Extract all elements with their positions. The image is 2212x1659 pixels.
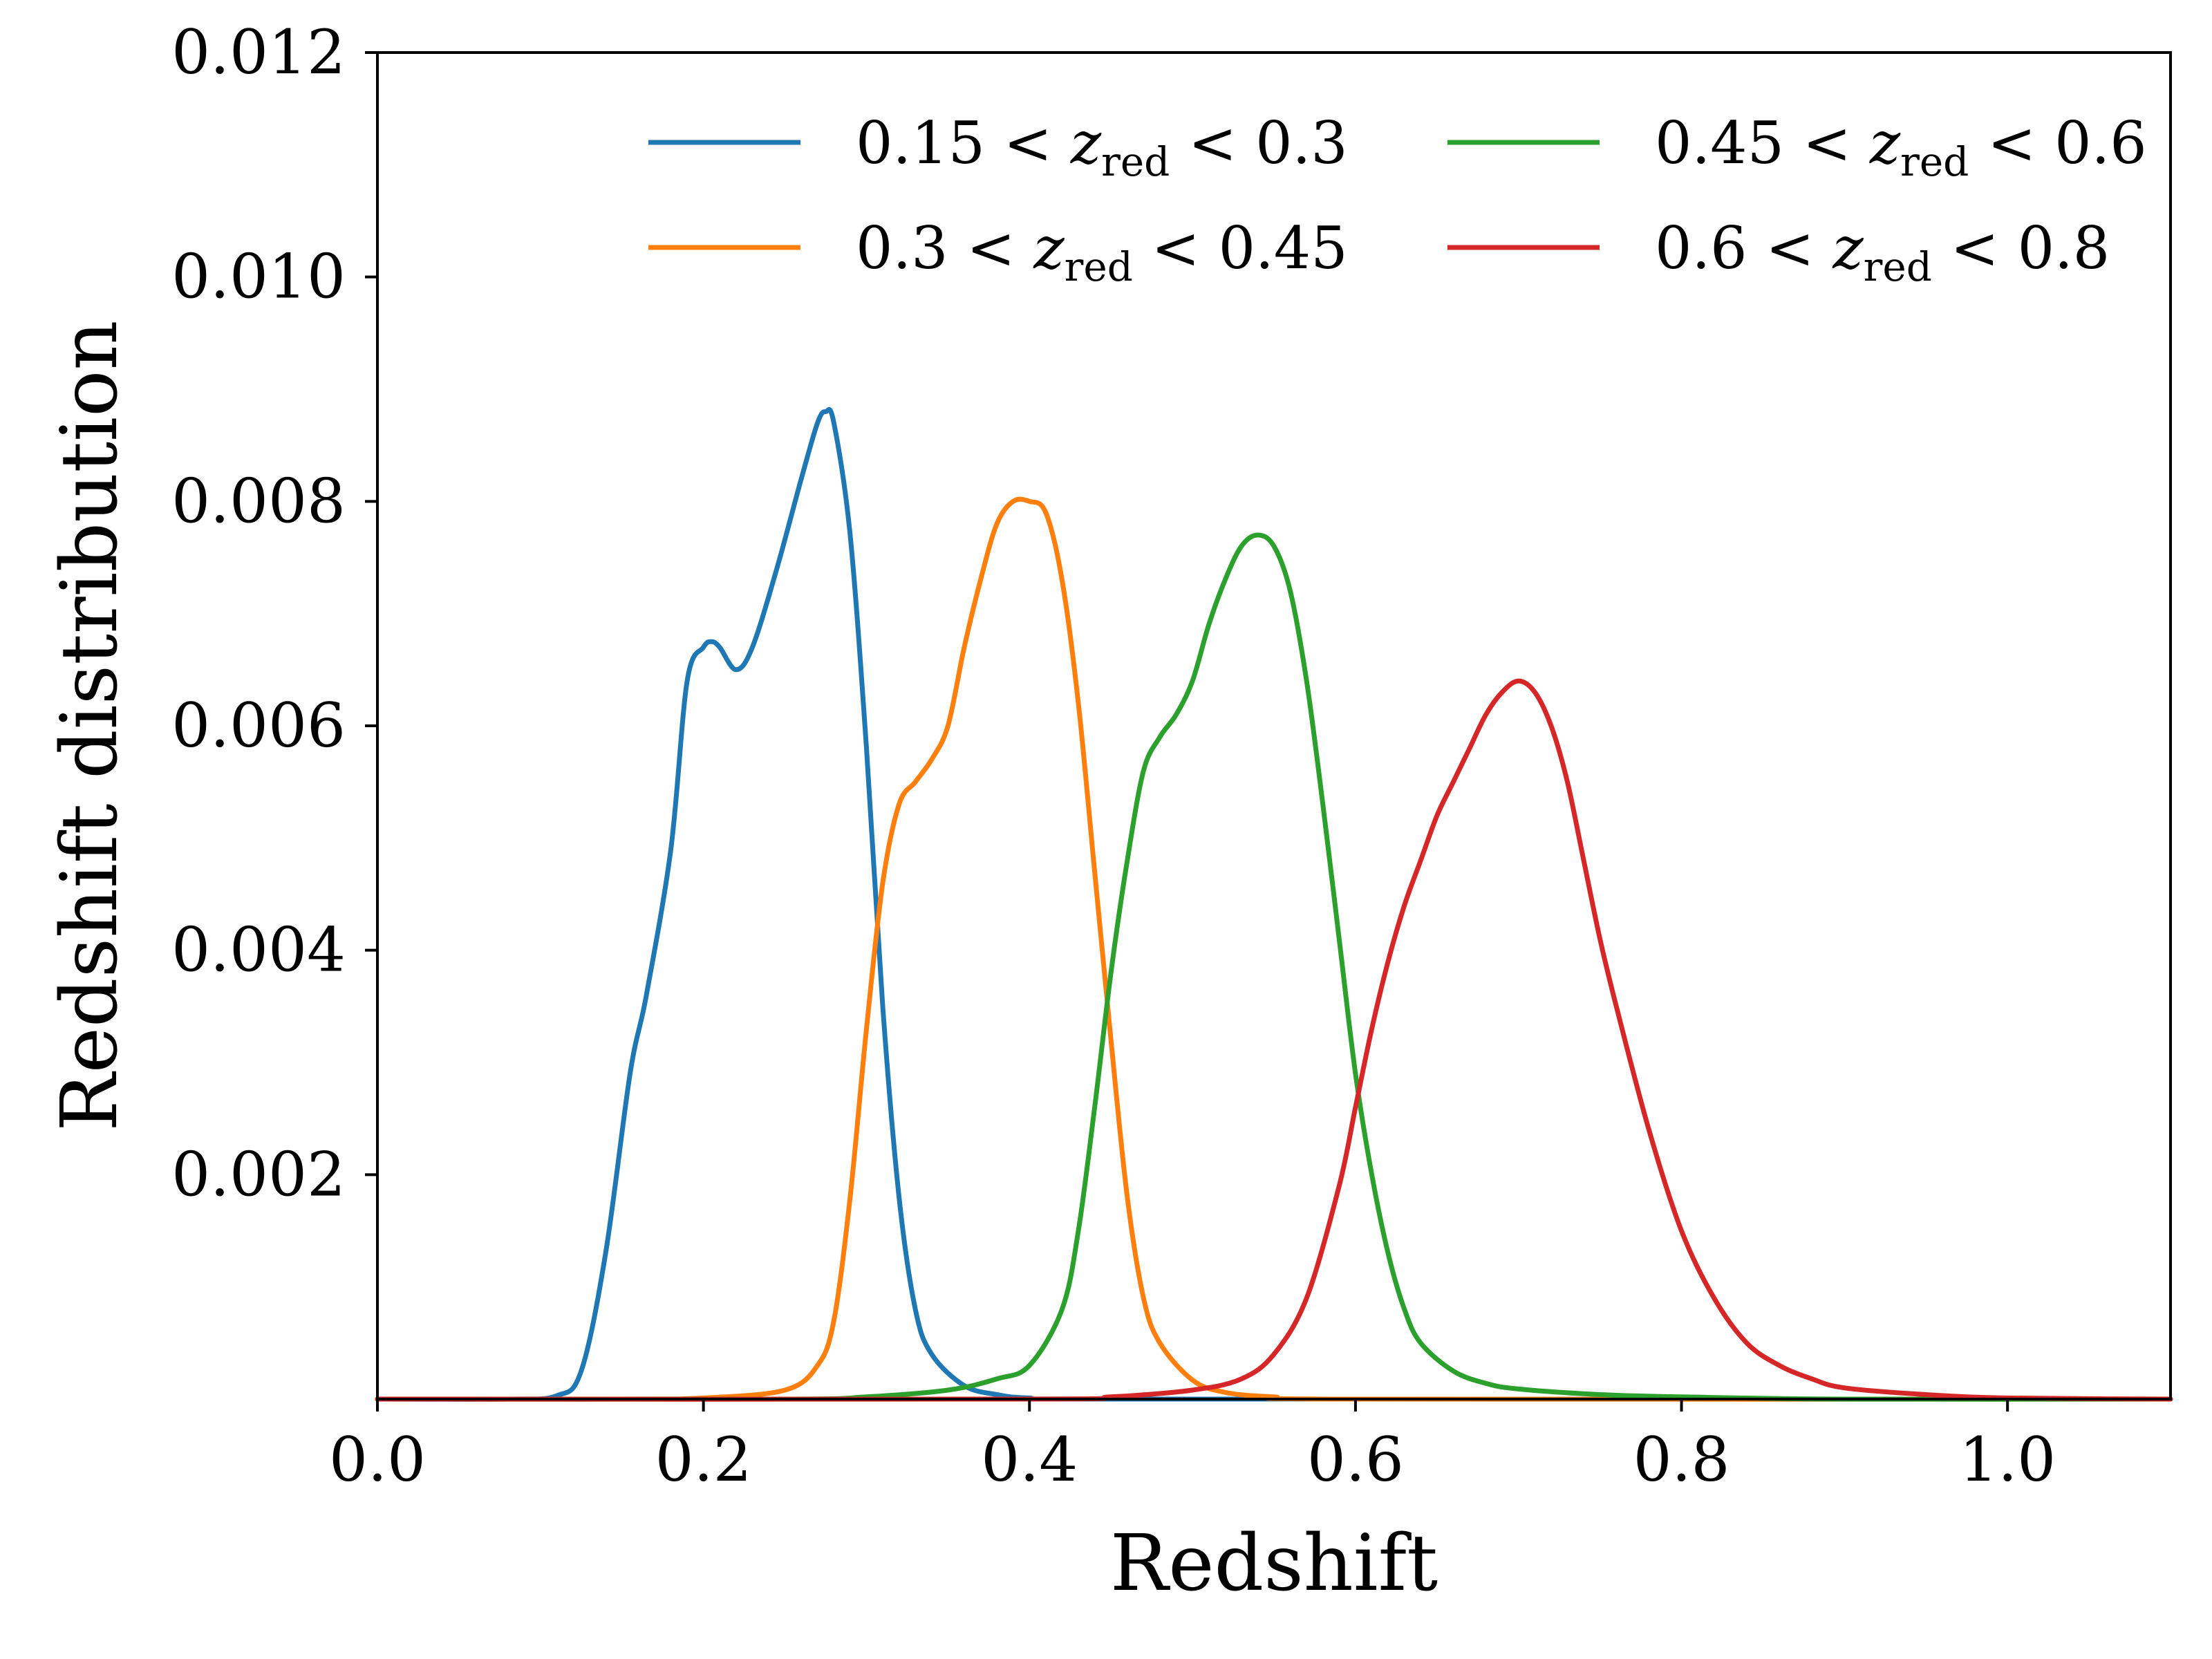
x-tick-label: 0.2 — [655, 1424, 752, 1495]
x-tick-label: 0.4 — [981, 1424, 1078, 1495]
y-tick-label: 0.004 — [171, 915, 346, 986]
legend: 0.15 < zred < 0.3 0.3 < zred < 0.45 0.45 <… — [648, 109, 2147, 290]
y-tick-label: 0.006 — [171, 690, 346, 761]
x-axis-ticks: 0.0 0.2 0.4 0.6 0.8 1.0 — [329, 1399, 2056, 1495]
y-tick-label: 0.002 — [171, 1138, 346, 1210]
x-tick-label: 1.0 — [1959, 1424, 2056, 1495]
series-line-2 — [375, 496, 2173, 1402]
y-axis-ticks: 0.002 0.004 0.006 0.008 0.010 0.012 — [171, 17, 377, 1210]
x-tick-label: 0.6 — [1307, 1424, 1404, 1495]
legend-label-3: 0.45 < zred < 0.6 — [1655, 109, 2147, 185]
legend-label-2: 0.3 < zred < 0.45 — [856, 214, 1348, 290]
legend-label-1: 0.15 < zred < 0.3 — [856, 109, 1348, 185]
series-line-3 — [375, 532, 2173, 1402]
y-tick-label: 0.008 — [171, 465, 346, 536]
series-line-4 — [375, 678, 2173, 1402]
y-tick-label: 0.012 — [171, 17, 346, 88]
x-tick-label: 0.0 — [329, 1424, 426, 1495]
series-lines — [375, 406, 2173, 1402]
legend-label-4: 0.6 < zred < 0.8 — [1655, 214, 2110, 290]
x-tick-label: 0.8 — [1633, 1424, 1730, 1495]
x-axis-label: Redshift — [1110, 1519, 1438, 1609]
y-tick-label: 0.010 — [171, 241, 346, 312]
y-axis-label: Redshift distribution — [45, 320, 135, 1131]
